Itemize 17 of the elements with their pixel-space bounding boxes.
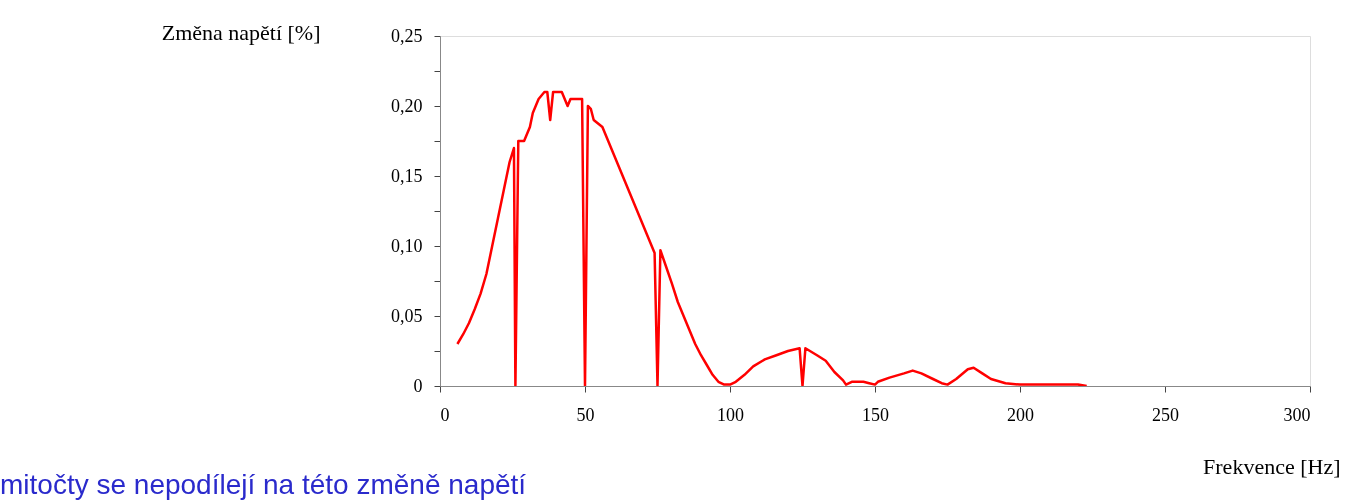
y-tick-label: 0 (413, 375, 423, 396)
x-tick-label: 300 (1283, 404, 1311, 425)
y-axis-title: Změna napětí [%] (161, 19, 321, 45)
y-tick-label: 0,10 (391, 235, 423, 256)
x-tick-label: 150 (862, 404, 889, 425)
x-tick-label: 250 (1152, 404, 1179, 425)
y-tick-label: 0,05 (391, 305, 423, 326)
line-series (456, 90, 1088, 386)
text: mitočty se nepodílejí na této změně napětí (0, 469, 527, 500)
y-tick-label: 0,15 (391, 165, 423, 186)
x-tick-label: 0 (440, 404, 450, 425)
x-tick-label: 50 (576, 404, 595, 425)
x-axis-title: Frekvence [Hz] (1203, 453, 1341, 479)
x-tick-label: 100 (717, 404, 744, 425)
y-tick-label: 0,20 (391, 95, 423, 116)
y-tick-label: 0,25 (391, 25, 423, 46)
x-tick-label: 200 (1007, 404, 1034, 425)
